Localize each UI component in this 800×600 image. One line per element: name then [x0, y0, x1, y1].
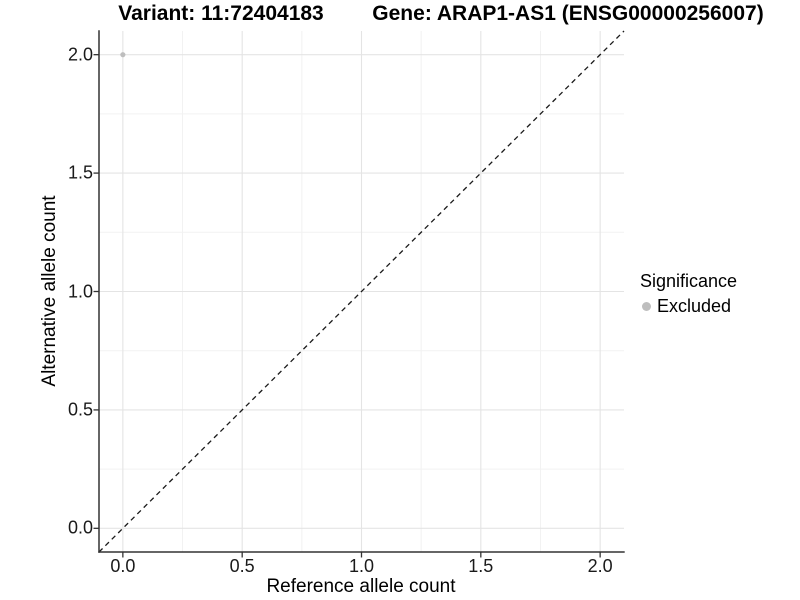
legend: Significance Excluded: [640, 271, 737, 317]
y-tick-label: 0.5: [67, 399, 93, 420]
x-tick-label: 1.0: [348, 556, 375, 576]
legend-item-label: Excluded: [657, 296, 732, 316]
x-tick-label: 1.5: [468, 556, 494, 576]
identity-line: [98, 30, 625, 553]
y-tick-label: 2.0: [67, 44, 93, 65]
x-tick-label: 0.5: [229, 556, 255, 576]
plot-title-gene: Gene: ARAP1-AS1 (ENSG00000256007): [372, 2, 764, 25]
y-tick-label: 1.5: [67, 162, 93, 183]
x-tick-label: 2.0: [587, 556, 613, 576]
excluded-point-icon: [642, 302, 651, 311]
y-axis-title: Alternative allele count: [39, 195, 60, 387]
plot-title-variant: Variant: 11:72404183: [118, 2, 324, 25]
legend-title: Significance: [640, 271, 738, 291]
y-tick-label: 0.0: [67, 517, 93, 538]
x-tick-label: 0.0: [110, 556, 136, 576]
data-point: [120, 52, 126, 58]
legend-item-excluded: Excluded: [640, 296, 737, 317]
x-axis-title: Reference allele count: [266, 576, 456, 597]
y-tick-label: 1.0: [67, 281, 93, 301]
